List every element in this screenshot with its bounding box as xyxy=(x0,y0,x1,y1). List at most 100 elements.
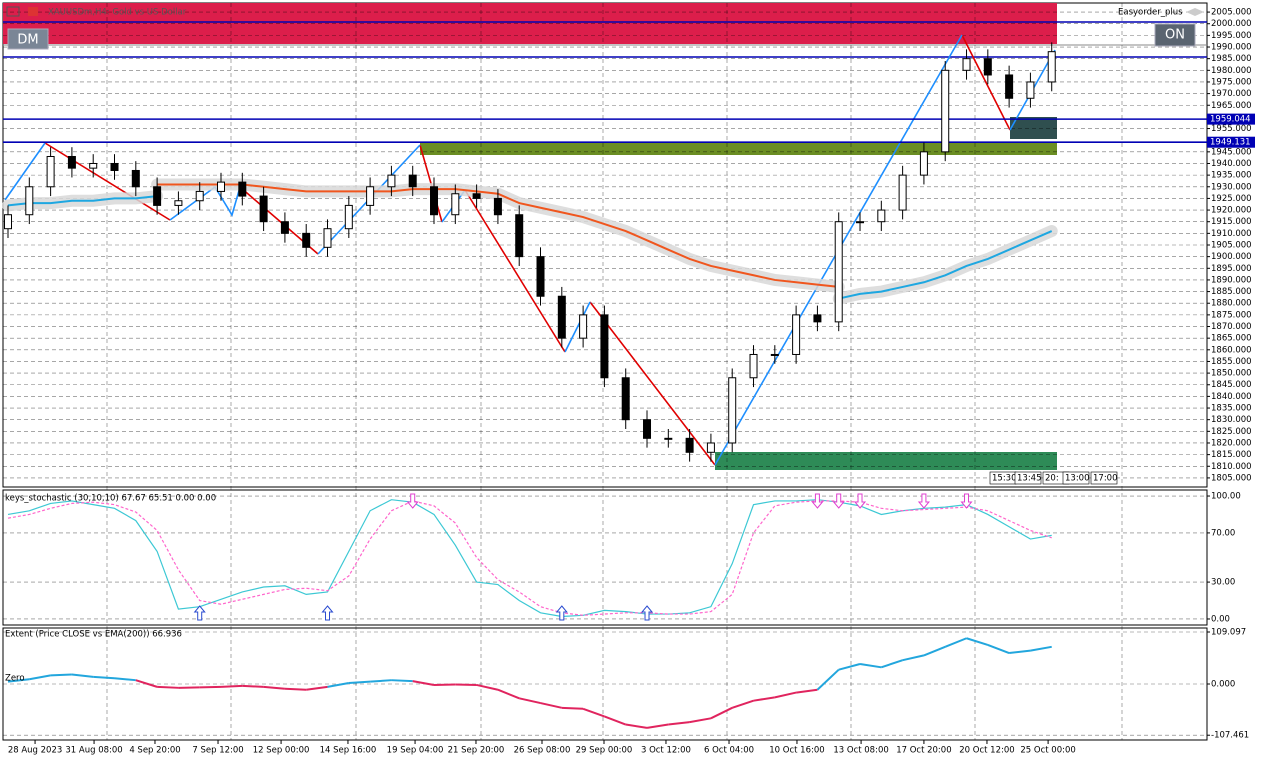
candle-body xyxy=(600,314,609,379)
y-tick-label: 1885.000 xyxy=(1211,287,1252,297)
candle-body xyxy=(792,314,801,355)
extent-segment xyxy=(50,673,72,677)
y-tick-label: 1915.000 xyxy=(1211,217,1252,227)
candle-body xyxy=(408,174,417,188)
zigzag-down xyxy=(44,142,171,221)
x-tick-label: 26 Sep 08:00 xyxy=(514,746,571,756)
extent-segment xyxy=(859,662,882,669)
candle-body xyxy=(706,442,715,453)
time-box xyxy=(1062,471,1090,485)
zigzag-up xyxy=(4,142,46,201)
candle-body xyxy=(898,174,907,211)
chart-icon[interactable] xyxy=(28,7,38,16)
extent-segment xyxy=(1009,649,1031,655)
candle-body xyxy=(46,155,55,188)
y-tick-label: 1890.000 xyxy=(1211,275,1252,285)
x-tick-label: 3 Oct 12:00 xyxy=(641,746,691,756)
y-tick-label: 0.000 xyxy=(1211,680,1235,690)
time-label: 13:00 xyxy=(1065,474,1090,484)
candle-body xyxy=(621,377,630,421)
extent-segment xyxy=(881,659,903,669)
dm-button[interactable]: DM xyxy=(7,28,49,50)
candle-body xyxy=(983,58,992,76)
x-tick-label: 13 Oct 08:00 xyxy=(833,746,888,756)
candle-body xyxy=(259,195,268,223)
y-tick-label: 1850.000 xyxy=(1211,369,1252,379)
candle-body xyxy=(153,186,162,206)
candle-body xyxy=(834,221,843,323)
y-tick-label: 1920.000 xyxy=(1211,206,1252,216)
candle-body xyxy=(728,377,737,444)
menu-icon[interactable] xyxy=(6,6,20,17)
buy-arrow xyxy=(193,605,206,621)
level-label: 1959.044 xyxy=(1210,115,1251,125)
extent-segment xyxy=(923,645,946,657)
y-tick-label: 1910.000 xyxy=(1211,229,1252,239)
candle-body xyxy=(919,151,928,176)
button-label[interactable]: ON xyxy=(1165,28,1185,43)
zigzag-down xyxy=(464,189,566,353)
candle-body xyxy=(430,186,439,216)
extent-segment xyxy=(7,678,30,683)
candle-body xyxy=(664,437,673,440)
y-tick-label: 70.00 xyxy=(1211,528,1235,538)
y-tick-label: 1940.000 xyxy=(1211,159,1252,169)
order-box xyxy=(1010,117,1057,139)
y-tick-label: 1935.000 xyxy=(1211,171,1252,181)
extent-segment xyxy=(774,691,797,699)
stochastic-panel xyxy=(2,489,1208,626)
y-tick-label: 1805.000 xyxy=(1211,473,1252,483)
extent-segment xyxy=(753,696,775,702)
candle-body xyxy=(1047,51,1056,83)
x-tick-label: 4 Sep 20:00 xyxy=(129,746,180,756)
y-tick-label: 1965.000 xyxy=(1211,101,1252,111)
extent-segment xyxy=(987,643,1010,654)
candle-body xyxy=(323,228,332,248)
x-tick-label: 12 Sep 00:00 xyxy=(253,746,310,756)
extent-segment xyxy=(135,679,158,688)
x-tick-label: 17 Oct 20:00 xyxy=(896,746,951,756)
candle-body xyxy=(536,256,545,297)
extent-segment xyxy=(476,683,499,691)
time-label: 13:45 xyxy=(1017,474,1042,484)
candle-body xyxy=(195,190,204,202)
extent-segment xyxy=(902,654,925,662)
extent-segment xyxy=(220,684,243,688)
time-box xyxy=(1014,471,1042,485)
x-tick-label: 31 Aug 08:00 xyxy=(65,746,122,756)
indicator-title: keys_stochastic (30,10,10) 67.67 65.51 0… xyxy=(5,494,216,504)
candle-body xyxy=(217,181,226,192)
y-tick-label: 1830.000 xyxy=(1211,415,1252,425)
x-tick-label: 7 Sep 12:00 xyxy=(192,746,243,756)
extent-segment xyxy=(412,680,435,686)
level-tag xyxy=(1207,136,1255,148)
y-tick-label: 1900.000 xyxy=(1211,252,1252,262)
candle-body xyxy=(557,295,566,339)
extent-segment xyxy=(582,707,605,718)
y-tick-label: 1985.000 xyxy=(1211,54,1252,64)
time-label: 17:00 xyxy=(1093,474,1118,484)
extent-segment xyxy=(391,679,413,683)
on-button[interactable]: ON xyxy=(1154,23,1196,47)
extent-segment xyxy=(540,702,563,709)
sell-arrow xyxy=(960,493,973,509)
y-tick-label: 1880.000 xyxy=(1211,299,1252,309)
candle-body xyxy=(89,162,98,169)
extent-segment xyxy=(263,685,285,690)
y-tick-label: 1970.000 xyxy=(1211,89,1252,99)
extent-segment xyxy=(242,684,264,688)
candle-body xyxy=(877,209,886,223)
x-tick-label: 28 Aug 2023 xyxy=(8,746,62,756)
zigzag-down xyxy=(961,34,1011,131)
candle-body xyxy=(366,186,375,206)
y-tick-label: 1995.000 xyxy=(1211,31,1252,41)
buy-arrow xyxy=(321,605,334,621)
y-tick-label: 1990.000 xyxy=(1211,43,1252,53)
button-bg[interactable] xyxy=(1154,23,1196,47)
y-tick-label: 30.00 xyxy=(1211,578,1235,588)
button-bg[interactable] xyxy=(7,28,49,50)
candle-body xyxy=(67,155,76,169)
button-label[interactable]: DM xyxy=(17,33,38,48)
time-label: 15:30 xyxy=(992,474,1017,484)
extent-segment xyxy=(518,697,541,705)
